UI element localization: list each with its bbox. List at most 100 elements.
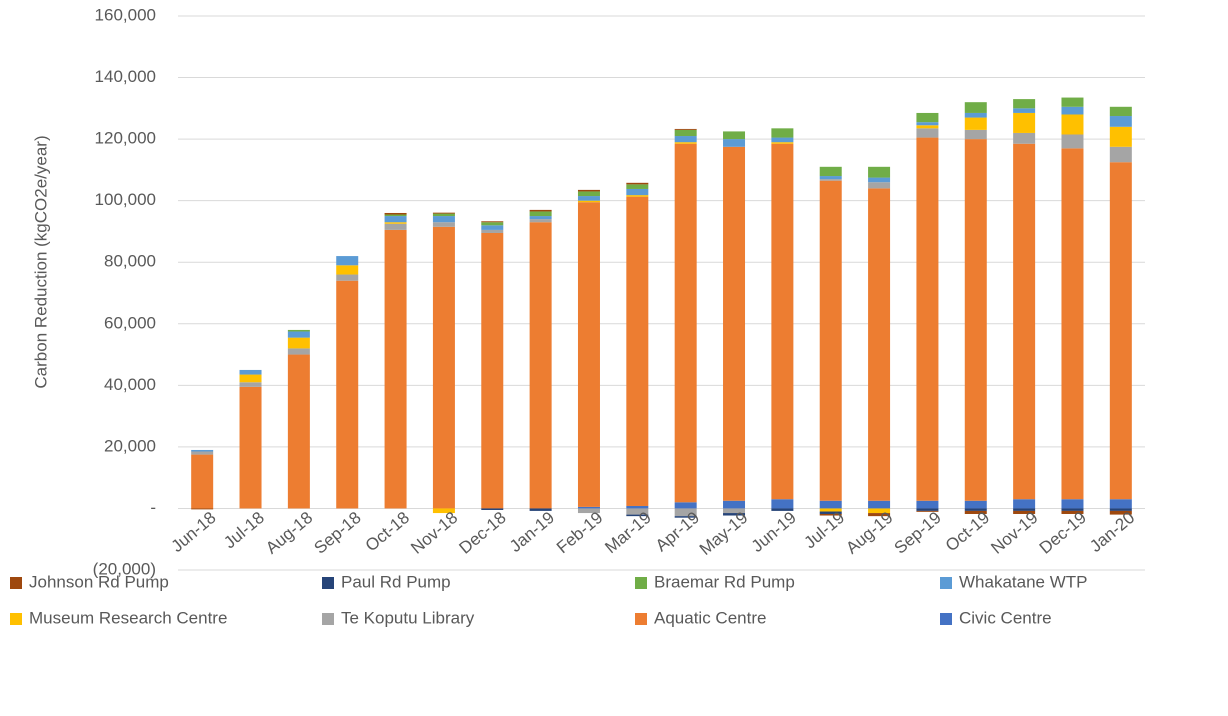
bar-segment [916,508,939,511]
bar-segment [868,188,891,501]
bar-segment [964,510,987,514]
bar-segment [432,508,455,514]
bar-segment [577,200,600,203]
bar-segment [916,125,939,129]
legend-swatch [940,613,952,625]
bar-segment [1061,510,1084,514]
bar-segment [1013,508,1036,511]
bar-segment [287,348,310,355]
bar-segment [1013,143,1036,500]
bar-segment [1109,508,1132,511]
bar-segment [916,122,939,126]
bar-segment [819,166,842,177]
x-tick-label: Dec-18 [456,508,510,558]
bar-segment [771,128,794,138]
bar-segment [626,182,649,185]
bar-segment [287,354,310,509]
bar-segment [868,500,891,509]
bar-segment [481,225,504,230]
bar-segment [577,196,600,201]
bar-segment [191,454,214,509]
bar-segment [819,511,842,514]
bar-segment [529,211,552,217]
bar-segment [432,212,455,214]
y-tick-label: 100,000 [95,190,156,209]
bar-segment [336,265,359,275]
bar-segment [432,222,455,227]
bar-segment [916,137,939,501]
y-tick-label: (20,000) [93,559,156,578]
bar-segment [964,129,987,140]
legend-swatch [322,577,334,589]
bar-segment [191,508,214,510]
legend-label: Civic Centre [959,608,1052,627]
bar-segment [481,508,504,510]
bar-segment [287,337,310,349]
legend-label: Whakatane WTP [959,572,1088,591]
y-tick-label: 140,000 [95,67,156,86]
bar-segment [1061,508,1084,511]
bar-segment [964,102,987,113]
bar-segment [1013,510,1036,514]
y-tick-label: 40,000 [104,375,156,394]
bar-segment [577,508,600,514]
bar-segment [723,139,746,147]
bar-segment [577,506,600,509]
legend-label: Aquatic Centre [654,608,766,627]
bar-segment [287,331,310,338]
bar-segment [819,179,842,181]
bar-segment [723,146,746,501]
bar-segment [723,508,746,514]
bar-segment [723,500,746,509]
bar-segment [964,112,987,118]
bar-segment [723,513,746,516]
bar-segment [239,386,262,509]
x-tick-label: Jul-18 [220,508,268,552]
legend-label: Johnson Rd Pump [29,572,169,591]
bar-segment [868,513,891,517]
x-tick-label: Jan-20 [1086,508,1138,556]
legend-swatch [322,613,334,625]
bar-segment [626,508,649,515]
bar-segment [868,166,891,178]
bar-segment [577,189,600,192]
bar-segment [916,510,939,512]
bar-segment [1109,126,1132,147]
bar-segment [432,213,455,217]
bar-segment [1109,510,1132,515]
bar-segment [384,229,407,509]
bar-segment [674,143,697,503]
bar-segment [771,137,794,143]
bar-segment [1013,99,1036,109]
x-tick-label: May-19 [696,508,752,559]
bar-segment [336,280,359,509]
bar-segment [1061,106,1084,115]
legend-label: Museum Research Centre [29,608,227,627]
bar-segment [1109,499,1132,509]
bar-segment [964,139,987,501]
bar-segment [384,223,407,230]
bar-segment [384,214,407,217]
bar-segment [674,136,697,143]
bar-segment [1013,499,1036,509]
bar-segment [819,176,842,180]
bar-segment [674,129,697,137]
bar-segment [771,143,794,500]
bar-segment [626,188,649,196]
bar-segment [1109,116,1132,127]
bar-segment [432,216,455,223]
bar-segment [481,229,504,233]
bar-segment [1061,114,1084,135]
bar-segment [481,222,504,226]
bar-segment [577,191,600,197]
x-tick-label: Oct-18 [362,508,413,555]
x-tick-label: Nov-18 [407,508,461,558]
bar-segment [481,221,504,223]
bar-segment [384,222,407,224]
bar-segment [1061,97,1084,107]
bar-segment [819,508,842,512]
bar-segment [577,202,600,507]
legend-swatch [635,577,647,589]
bar-segment [771,499,794,509]
